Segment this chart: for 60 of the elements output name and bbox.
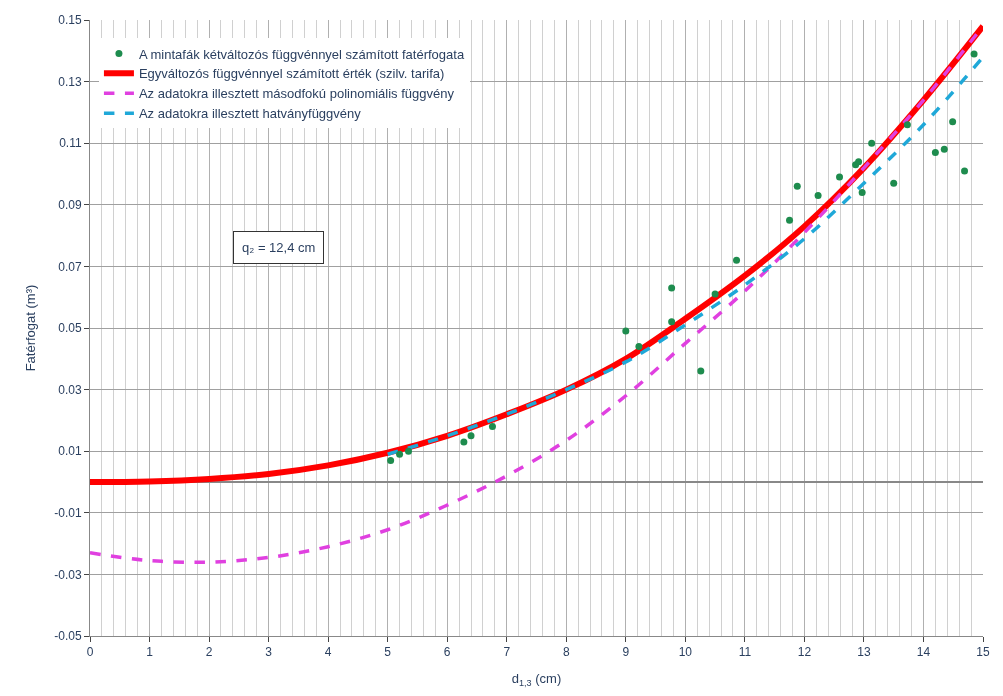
point xyxy=(890,179,898,187)
point xyxy=(405,447,412,455)
x-tick-label: 12 xyxy=(797,645,812,660)
point xyxy=(786,216,794,224)
x-tick-label: 5 xyxy=(384,645,392,660)
y-axis-title: Fatérfogat (m³) xyxy=(23,284,39,372)
y-tick-label: 0.15 xyxy=(58,13,82,28)
point xyxy=(970,50,978,58)
y-tick-label: -0.01 xyxy=(54,506,82,520)
x-tick-label: 11 xyxy=(738,645,752,660)
point xyxy=(868,139,876,147)
legend-label: A mintafák kétváltozós függvénnyel számított fatérfogata xyxy=(138,46,465,62)
point xyxy=(711,290,719,298)
point xyxy=(488,423,496,431)
point xyxy=(814,192,822,200)
x-tick-label: 13 xyxy=(857,645,871,660)
y-tick-label: 0.13 xyxy=(58,74,82,89)
point xyxy=(387,456,395,464)
point xyxy=(396,450,404,458)
y-tick-label: -0.05 xyxy=(54,629,82,644)
point xyxy=(467,432,475,440)
y-tick-label: 0.05 xyxy=(58,321,82,336)
y-tick-label: 0.07 xyxy=(58,259,82,274)
x-tick-label: 6 xyxy=(443,645,451,660)
x-tick-label: 15 xyxy=(976,645,990,660)
y-tick-label: 0.01 xyxy=(58,444,82,459)
point xyxy=(622,327,630,335)
x-tick-label: 4 xyxy=(324,645,332,660)
annotation: q₂ = 12,4 cm xyxy=(242,240,316,255)
x-tick-label: 9 xyxy=(622,645,630,660)
point xyxy=(697,367,705,375)
y-tick-label: 0.11 xyxy=(59,136,82,151)
x-tick-label: 7 xyxy=(503,645,511,660)
x-tick-label: 1 xyxy=(146,645,154,660)
y-tick-label: -0.03 xyxy=(54,567,82,582)
x-tick-label: 10 xyxy=(678,645,693,660)
x-tick-label: 0 xyxy=(86,645,94,660)
x-tick-label: 14 xyxy=(916,645,931,660)
legend-label: Az adatokra illesztett hatványfüggvény xyxy=(138,106,362,122)
point xyxy=(836,173,844,181)
point xyxy=(858,188,866,196)
x-axis-title: d$_{1,3}$ (cm) xyxy=(511,671,562,688)
point xyxy=(635,342,643,350)
y-tick-label: 0.09 xyxy=(58,198,82,212)
legend-label: Egyváltozós függvénnyel számított érték (szilv. tarifa) xyxy=(138,66,445,82)
point xyxy=(903,121,911,129)
point xyxy=(668,318,676,326)
point xyxy=(949,118,957,126)
x-tick-label: 8 xyxy=(562,645,570,660)
x-tick-label: 2 xyxy=(205,645,213,660)
point xyxy=(961,167,969,175)
point xyxy=(940,145,948,153)
point xyxy=(460,438,468,446)
y-tick-label: 0.03 xyxy=(58,382,82,397)
point xyxy=(793,182,801,190)
point xyxy=(733,256,741,264)
point xyxy=(668,284,676,292)
point xyxy=(931,148,939,156)
x-tick-label: 3 xyxy=(265,645,273,660)
legend-label: Az adatokra illesztett másodfokú polinomiális függvény xyxy=(138,86,455,102)
